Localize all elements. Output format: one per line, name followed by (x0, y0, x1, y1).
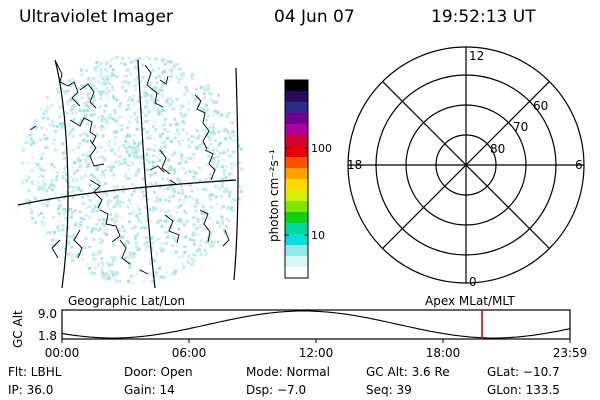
colorbar-frame (284, 79, 309, 279)
colorbar-stripe (285, 245, 308, 257)
colorbar-stripe (285, 157, 308, 169)
colorbar-tick-10: 10 (311, 229, 325, 242)
colorbar-stripe (285, 113, 308, 125)
polar-diagonal (382, 81, 550, 249)
mlt-label-0: 0 (469, 275, 477, 289)
colorbar-stripe (285, 135, 308, 147)
gain-info: Gain: 14 (124, 383, 175, 397)
longitude-line (137, 59, 156, 289)
longitude-line (54, 59, 69, 289)
x-tick-0000: 00:00 (45, 346, 80, 360)
mlt-label-18: 18 (347, 158, 362, 172)
x-tick-0600: 06:00 (172, 346, 207, 360)
gc-alt-info: GC Alt: 3.6 Re (366, 365, 450, 379)
apex-mlat-mlt-label: Apex MLat/MLT (425, 294, 515, 308)
mlt-label-12: 12 (469, 49, 484, 63)
x-tick-1800: 18:00 (426, 346, 461, 360)
mlt-label-6: 6 (575, 158, 583, 172)
colorbar-gradient (285, 80, 308, 279)
geographic-grid (17, 59, 239, 289)
uv-image-panel (17, 55, 245, 289)
colorbar-stripe (285, 80, 308, 92)
coastline-outlines (29, 61, 230, 275)
uv-emission-speckle (21, 55, 245, 285)
colorbar-stripe (285, 223, 308, 235)
lat-label-60: 60 (533, 99, 548, 113)
mode-info: Mode: Normal (246, 365, 330, 379)
colorbar-stripe (285, 190, 308, 202)
altitude-curve (61, 310, 571, 339)
colorbar-stripe (285, 168, 308, 180)
geographic-latlon-label: Geographic Lat/Lon (68, 294, 185, 308)
y-axis-label: GC Alt (11, 310, 25, 348)
colorbar-stripe (285, 212, 308, 224)
glat-info: GLat: −10.7 (487, 365, 560, 379)
timeline-frame (61, 309, 571, 340)
y-tick-high: 9.0 (38, 307, 57, 321)
glon-info: GLon: 133.5 (487, 383, 560, 397)
latitude-line (17, 179, 237, 206)
longitude-line (233, 67, 239, 281)
colorbar-stripe (285, 256, 308, 268)
colorbar-stripe (285, 179, 308, 191)
date-label: 04 Jun 07 (274, 7, 355, 27)
time-label: 19:52:13 UT (431, 7, 536, 27)
colorbar-stripe (285, 124, 308, 136)
dsp-info: Dsp: −7.0 (246, 383, 307, 397)
door-info: Door: Open (124, 365, 193, 379)
filter-info: Flt: LBHL (8, 365, 62, 379)
seq-info: Seq: 39 (366, 383, 412, 397)
colorbar-tick-100: 100 (311, 142, 332, 155)
colorbar-stripe (285, 146, 308, 158)
y-tick-low: 1.8 (38, 329, 57, 343)
colorbar-stripe (285, 91, 308, 103)
colorbar-stripe (285, 267, 308, 279)
colorbar-stripe (285, 201, 308, 213)
orbit-timeline: Geographic Lat/Lon Apex MLat/MLT GC Alt … (11, 294, 588, 360)
x-tick-2359: 23:59 (553, 346, 588, 360)
colorbar-stripe (285, 234, 308, 246)
polar-mlt-plot: 12 18 6 0 60 70 80 (347, 46, 585, 289)
ip-info: IP: 36.0 (8, 383, 54, 397)
x-tick-1200: 12:00 (299, 346, 334, 360)
lat-label-80: 80 (490, 142, 505, 156)
lat-label-70: 70 (513, 120, 528, 134)
colorbar: 100 10 photon cm⁻²s⁻¹ (267, 79, 332, 279)
colorbar-unit-label: photon cm⁻²s⁻¹ (267, 149, 281, 242)
colorbar-stripe (285, 102, 308, 114)
page-title: Ultraviolet Imager (19, 7, 173, 27)
